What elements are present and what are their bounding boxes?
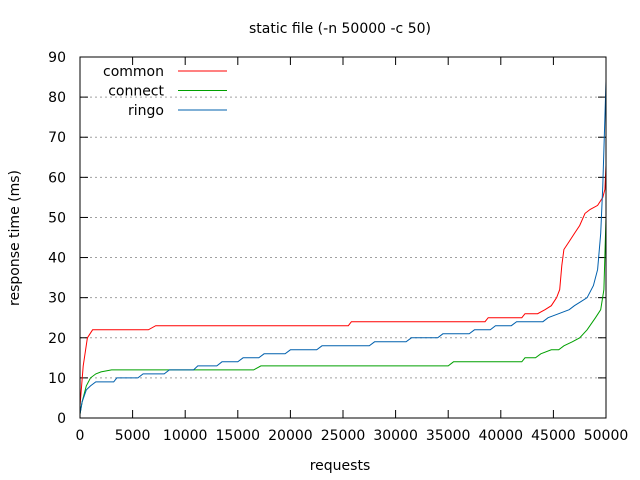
chart-title: static file (-n 50000 -c 50) [249,21,431,37]
x-tick-label: 25000 [321,428,366,444]
y-tick-label: 80 [48,90,66,106]
x-tick-label: 15000 [216,428,261,444]
legend: common connect ringo [103,64,227,119]
x-tick-label: 50000 [584,428,629,444]
series-line-common [79,165,607,407]
x-tick-label: 5000 [115,428,151,444]
legend-label-ringo: ringo [128,103,164,119]
series-line-connect [79,217,607,415]
y-tick-label: 70 [48,130,66,146]
legend-label-connect: connect [108,84,164,100]
x-tick-label: 10000 [163,428,208,444]
y-tick-label: 50 [48,210,66,226]
y-tick-label: 60 [48,170,66,186]
y-tick-label: 10 [48,371,66,387]
x-tick-label: 30000 [373,428,418,444]
x-tick-label: 40000 [479,428,524,444]
grid-lines [80,96,606,379]
y-tick-label: 20 [48,331,66,347]
y-axis-label: response time (ms) [7,170,23,306]
y-tick-label: 30 [48,291,66,307]
y-tick-label: 0 [57,411,66,427]
x-tick-label: 0 [76,428,85,444]
plot-frame [79,56,607,419]
x-axis: 0 5000 10000 15000 20000 25000 30000 35000 40000… [76,57,629,444]
series-lines [79,81,607,415]
series-line-ringo [79,81,607,415]
x-axis-label: requests [310,458,371,474]
x-tick-label: 20000 [268,428,313,444]
x-tick-label: 35000 [426,428,471,444]
y-tick-label: 90 [48,50,66,66]
x-tick-label: 45000 [531,428,576,444]
y-axis: 0 10 20 30 40 50 60 70 80 90 [48,50,606,427]
y-tick-label: 40 [48,251,66,267]
legend-label-common: common [103,64,164,80]
